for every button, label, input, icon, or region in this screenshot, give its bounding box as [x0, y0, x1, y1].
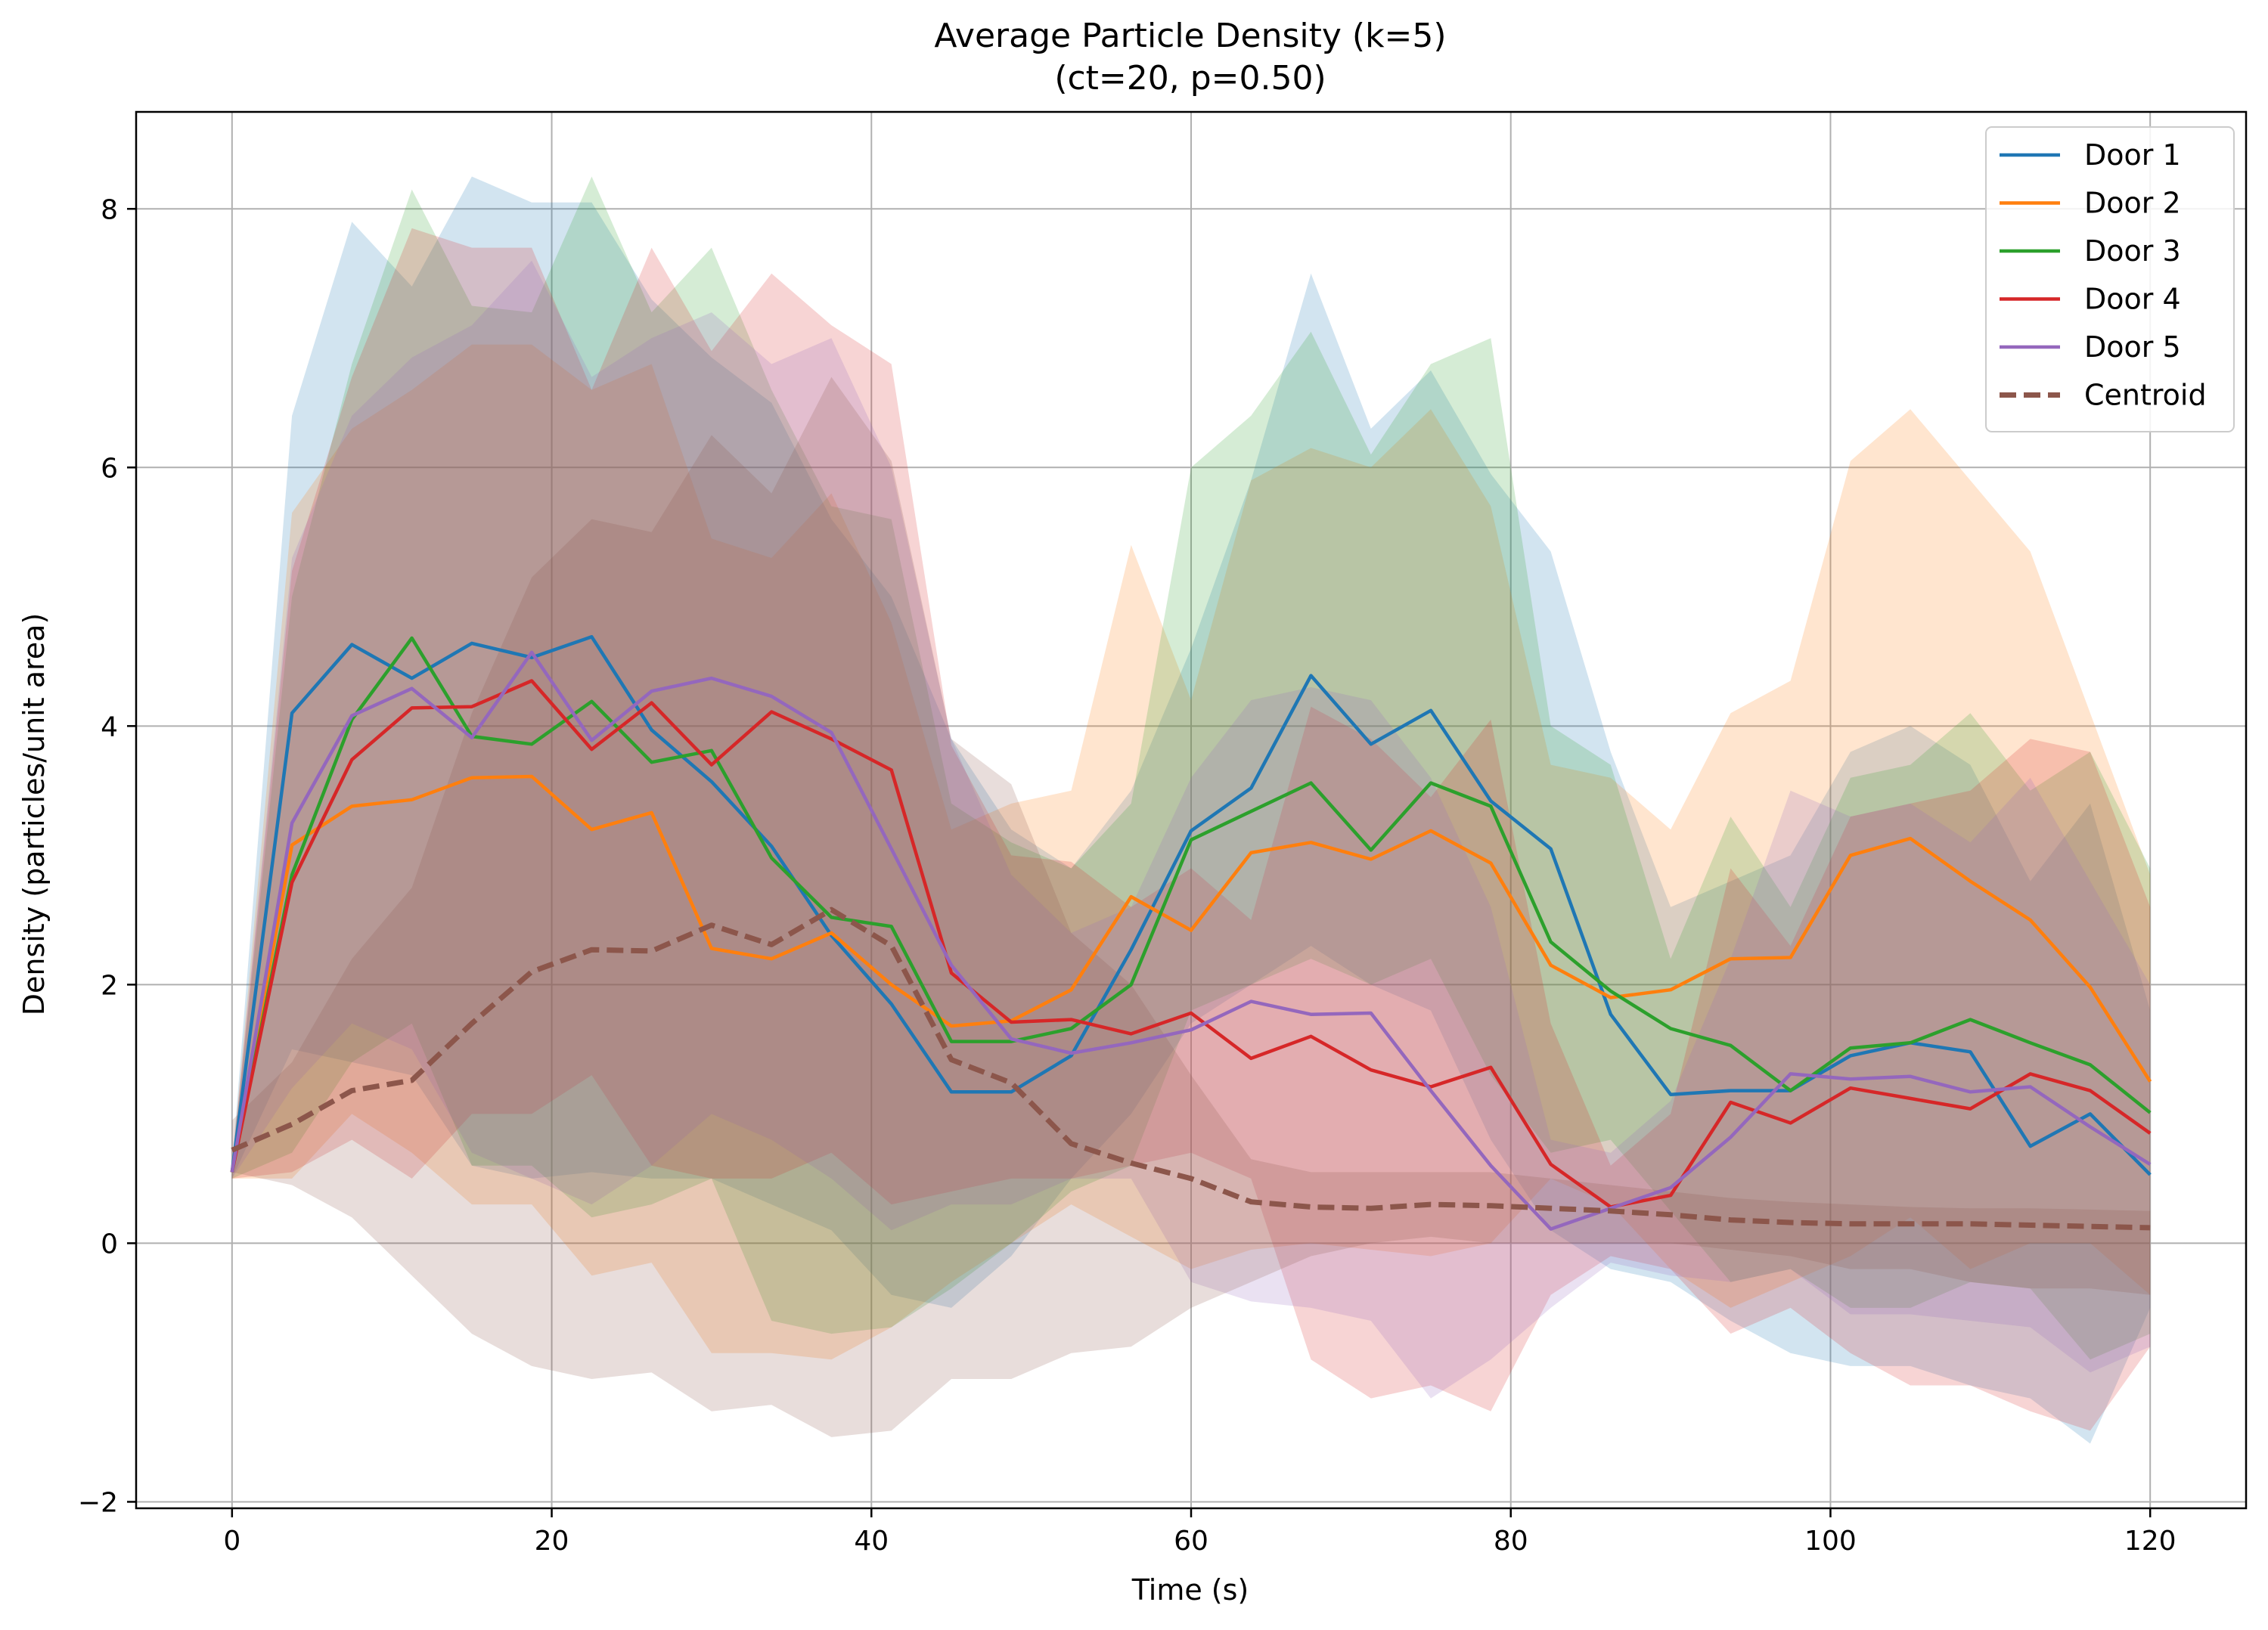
y-tick-label: −2 — [78, 1487, 118, 1518]
y-axis-label: Density (particles/unit area) — [17, 613, 51, 1016]
x-tick-label: 100 — [1804, 1526, 1857, 1557]
x-axis-label: Time (s) — [1131, 1573, 1249, 1607]
x-tick-label: 40 — [854, 1526, 889, 1557]
band-door-3 — [231, 176, 2151, 1360]
legend-label: Centroid — [2084, 379, 2207, 412]
line-centroid — [231, 906, 2151, 1231]
band-door-2 — [231, 344, 2151, 1360]
y-tick-label: 6 — [101, 453, 118, 484]
band-door-1 — [231, 176, 2151, 1444]
y-tick-label: 4 — [101, 711, 118, 742]
x-tick-label: 80 — [1494, 1526, 1528, 1557]
x-tick-label: 0 — [223, 1526, 240, 1557]
band-door-4 — [231, 228, 2151, 1431]
legend-label: Door 4 — [2084, 283, 2181, 316]
axes: 0 20 40 60 80 100 120 −2 0 2 4 6 8 — [78, 110, 2248, 1557]
y-tick-label: 2 — [101, 970, 118, 1001]
legend-label: Door 3 — [2084, 234, 2181, 268]
legend-label: Door 5 — [2084, 330, 2181, 364]
legend-label: Door 1 — [2084, 138, 2181, 172]
line-door-1 — [230, 635, 2152, 1176]
chart-title: Average Particle Density (k=5) — [934, 17, 1446, 55]
chart-subtitle: (ct=20, p=0.50) — [1054, 59, 1326, 98]
line-door-5 — [230, 650, 2152, 1231]
line-door-2 — [230, 774, 2152, 1173]
y-tick-label: 0 — [101, 1229, 118, 1260]
line-door-4 — [230, 679, 2152, 1209]
line-door-3 — [230, 636, 2152, 1173]
x-tick-label: 60 — [1174, 1526, 1208, 1557]
x-tick-label: 120 — [2124, 1526, 2176, 1557]
x-tick-label: 20 — [535, 1526, 569, 1557]
band-centroid — [231, 377, 2151, 1437]
legend-label: Door 2 — [2084, 187, 2181, 220]
legend: Door 1 Door 2 Door 3 Door 4 Door 5 Centroid — [1985, 126, 2235, 432]
y-tick-label: 8 — [101, 194, 118, 225]
series-lines — [230, 635, 2152, 1231]
